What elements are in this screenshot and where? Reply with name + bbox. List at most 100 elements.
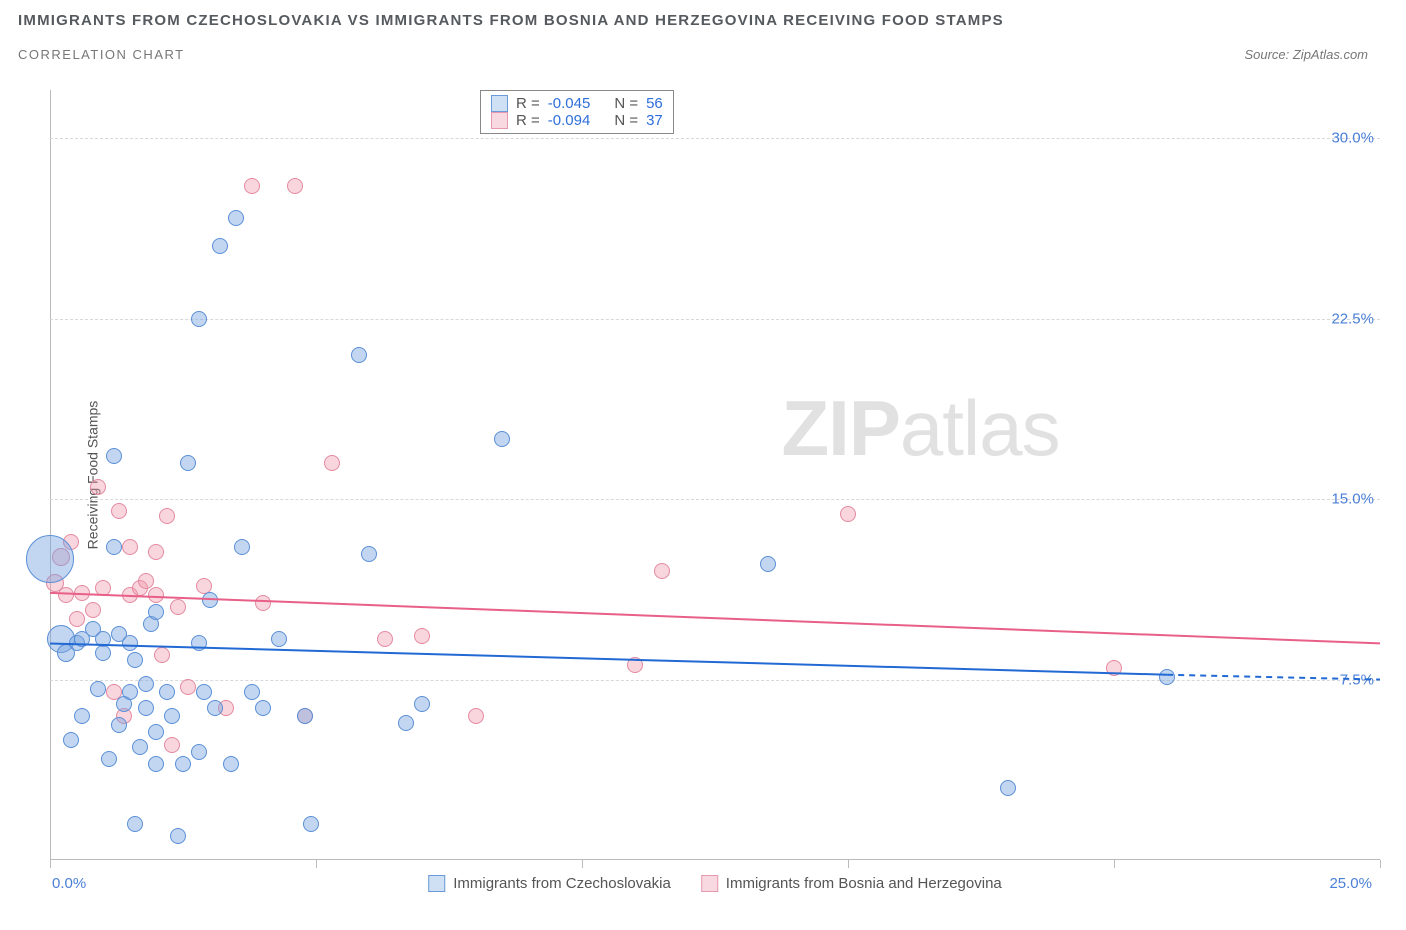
point-series-b	[840, 506, 856, 522]
y-axis-line	[50, 90, 51, 860]
point-series-b	[58, 587, 74, 603]
point-series-b	[159, 508, 175, 524]
point-series-b	[287, 178, 303, 194]
point-series-a	[106, 539, 122, 555]
x-tick	[316, 860, 317, 868]
point-series-a	[297, 708, 313, 724]
source-label: Source: ZipAtlas.com	[1244, 47, 1368, 62]
point-series-a	[26, 535, 74, 583]
x-tick	[1114, 860, 1115, 868]
stats-box: R = -0.045 N = 56 R = -0.094 N = 37	[480, 90, 674, 134]
point-series-a	[74, 708, 90, 724]
point-series-a	[138, 700, 154, 716]
point-series-a	[196, 684, 212, 700]
legend-item-b: Immigrants from Bosnia and Herzegovina	[701, 875, 1002, 892]
point-series-a	[212, 238, 228, 254]
legend-item-a: Immigrants from Czechoslovakia	[428, 875, 671, 892]
grid-line	[50, 499, 1380, 500]
y-axis-label: Receiving Food Stamps	[84, 401, 100, 550]
point-series-b	[414, 628, 430, 644]
point-series-a	[494, 431, 510, 447]
point-series-a	[414, 696, 430, 712]
point-series-a	[122, 635, 138, 651]
point-series-a	[244, 684, 260, 700]
point-series-b	[95, 580, 111, 596]
point-series-a	[303, 816, 319, 832]
swatch-series-b	[491, 112, 508, 129]
x-tick	[50, 860, 51, 868]
point-series-b	[154, 647, 170, 663]
point-series-a	[159, 684, 175, 700]
point-series-b	[1106, 660, 1122, 676]
point-series-a	[361, 546, 377, 562]
point-series-a	[255, 700, 271, 716]
x-tick-min-label: 0.0%	[50, 875, 86, 892]
point-series-b	[468, 708, 484, 724]
point-series-a	[202, 592, 218, 608]
trend-lines	[50, 90, 1380, 860]
point-series-a	[191, 311, 207, 327]
grid-line	[50, 138, 1380, 139]
point-series-b	[255, 595, 271, 611]
point-series-a	[111, 717, 127, 733]
point-series-a	[95, 645, 111, 661]
point-series-b	[74, 585, 90, 601]
point-series-b	[148, 587, 164, 603]
point-series-a	[234, 539, 250, 555]
x-tick	[1380, 860, 1381, 868]
point-series-a	[127, 816, 143, 832]
point-series-a	[90, 681, 106, 697]
chart-subtitle: CORRELATION CHART	[18, 47, 185, 62]
bottom-legend: 0.0% Immigrants from Czechoslovakia Immi…	[50, 875, 1380, 892]
x-tick-max-label: 25.0%	[1329, 875, 1380, 892]
point-series-a	[228, 210, 244, 226]
point-series-b	[122, 539, 138, 555]
swatch-series-b	[701, 875, 718, 892]
x-tick	[582, 860, 583, 868]
point-series-a	[106, 448, 122, 464]
point-series-b	[90, 479, 106, 495]
point-series-a	[180, 455, 196, 471]
point-series-a	[148, 756, 164, 772]
point-series-b	[148, 544, 164, 560]
point-series-a	[170, 828, 186, 844]
legend-label-b: Immigrants from Bosnia and Herzegovina	[726, 875, 1002, 892]
chart-title: IMMIGRANTS FROM CZECHOSLOVAKIA VS IMMIGR…	[18, 12, 1388, 29]
y-tick-label: 30.0%	[1331, 130, 1382, 147]
point-series-a	[148, 604, 164, 620]
point-series-b	[180, 679, 196, 695]
point-series-b	[69, 611, 85, 627]
point-series-b	[85, 602, 101, 618]
point-series-a	[63, 732, 79, 748]
point-series-a	[148, 724, 164, 740]
x-tick	[848, 860, 849, 868]
y-tick-label: 7.5%	[1340, 671, 1382, 688]
point-series-a	[398, 715, 414, 731]
point-series-b	[627, 657, 643, 673]
swatch-series-a	[491, 95, 508, 112]
point-series-a	[175, 756, 191, 772]
legend-label-a: Immigrants from Czechoslovakia	[453, 875, 671, 892]
y-tick-label: 22.5%	[1331, 310, 1382, 327]
point-series-b	[111, 503, 127, 519]
point-series-a	[101, 751, 117, 767]
point-series-b	[244, 178, 260, 194]
point-series-a	[122, 684, 138, 700]
point-series-a	[271, 631, 287, 647]
point-series-b	[170, 599, 186, 615]
point-series-b	[324, 455, 340, 471]
point-series-a	[760, 556, 776, 572]
watermark: ZIPatlas	[782, 383, 1060, 474]
point-series-a	[132, 739, 148, 755]
swatch-series-a	[428, 875, 445, 892]
point-series-b	[377, 631, 393, 647]
x-axis-line	[50, 859, 1380, 860]
grid-line	[50, 680, 1380, 681]
point-series-a	[207, 700, 223, 716]
point-series-a	[1000, 780, 1016, 796]
grid-line	[50, 319, 1380, 320]
point-series-a	[191, 744, 207, 760]
point-series-b	[164, 737, 180, 753]
y-tick-label: 15.0%	[1331, 491, 1382, 508]
point-series-b	[654, 563, 670, 579]
